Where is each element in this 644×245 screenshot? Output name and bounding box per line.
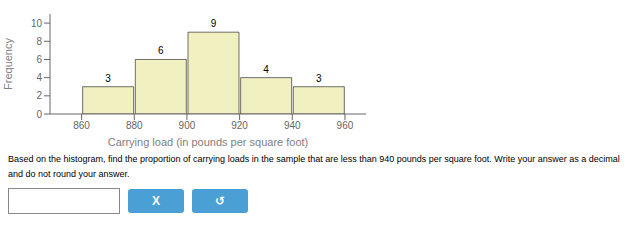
- svg-text:8: 8: [36, 36, 42, 47]
- svg-text:3: 3: [105, 73, 111, 84]
- svg-text:960: 960: [337, 120, 354, 131]
- html-text:X: X: [152, 194, 160, 208]
- svg-text:Frequency: Frequency: [8, 38, 14, 90]
- svg-text:4: 4: [36, 72, 42, 83]
- svg-text:0: 0: [36, 109, 42, 120]
- svg-text:860: 860: [73, 120, 90, 131]
- svg-text:2: 2: [36, 90, 42, 101]
- svg-text:Carrying load (in pounds per s: Carrying load (in pounds per square foot…: [108, 136, 309, 148]
- svg-text:6: 6: [36, 54, 42, 65]
- svg-text:880: 880: [126, 120, 143, 131]
- html-text:Based on the histogram, find t: Based on the histogram, find the proport…: [8, 154, 620, 164]
- svg-text:920: 920: [231, 120, 248, 131]
- svg-text:4: 4: [263, 64, 269, 75]
- svg-text:10: 10: [31, 18, 43, 29]
- svg-text:3: 3: [316, 73, 322, 84]
- svg-text:940: 940: [284, 120, 301, 131]
- svg-text:6: 6: [158, 45, 164, 56]
- svg-text:900: 900: [179, 120, 196, 131]
- html-text:and do not round your answer.: and do not round your answer.: [8, 169, 130, 179]
- svg-text:9: 9: [211, 18, 217, 29]
